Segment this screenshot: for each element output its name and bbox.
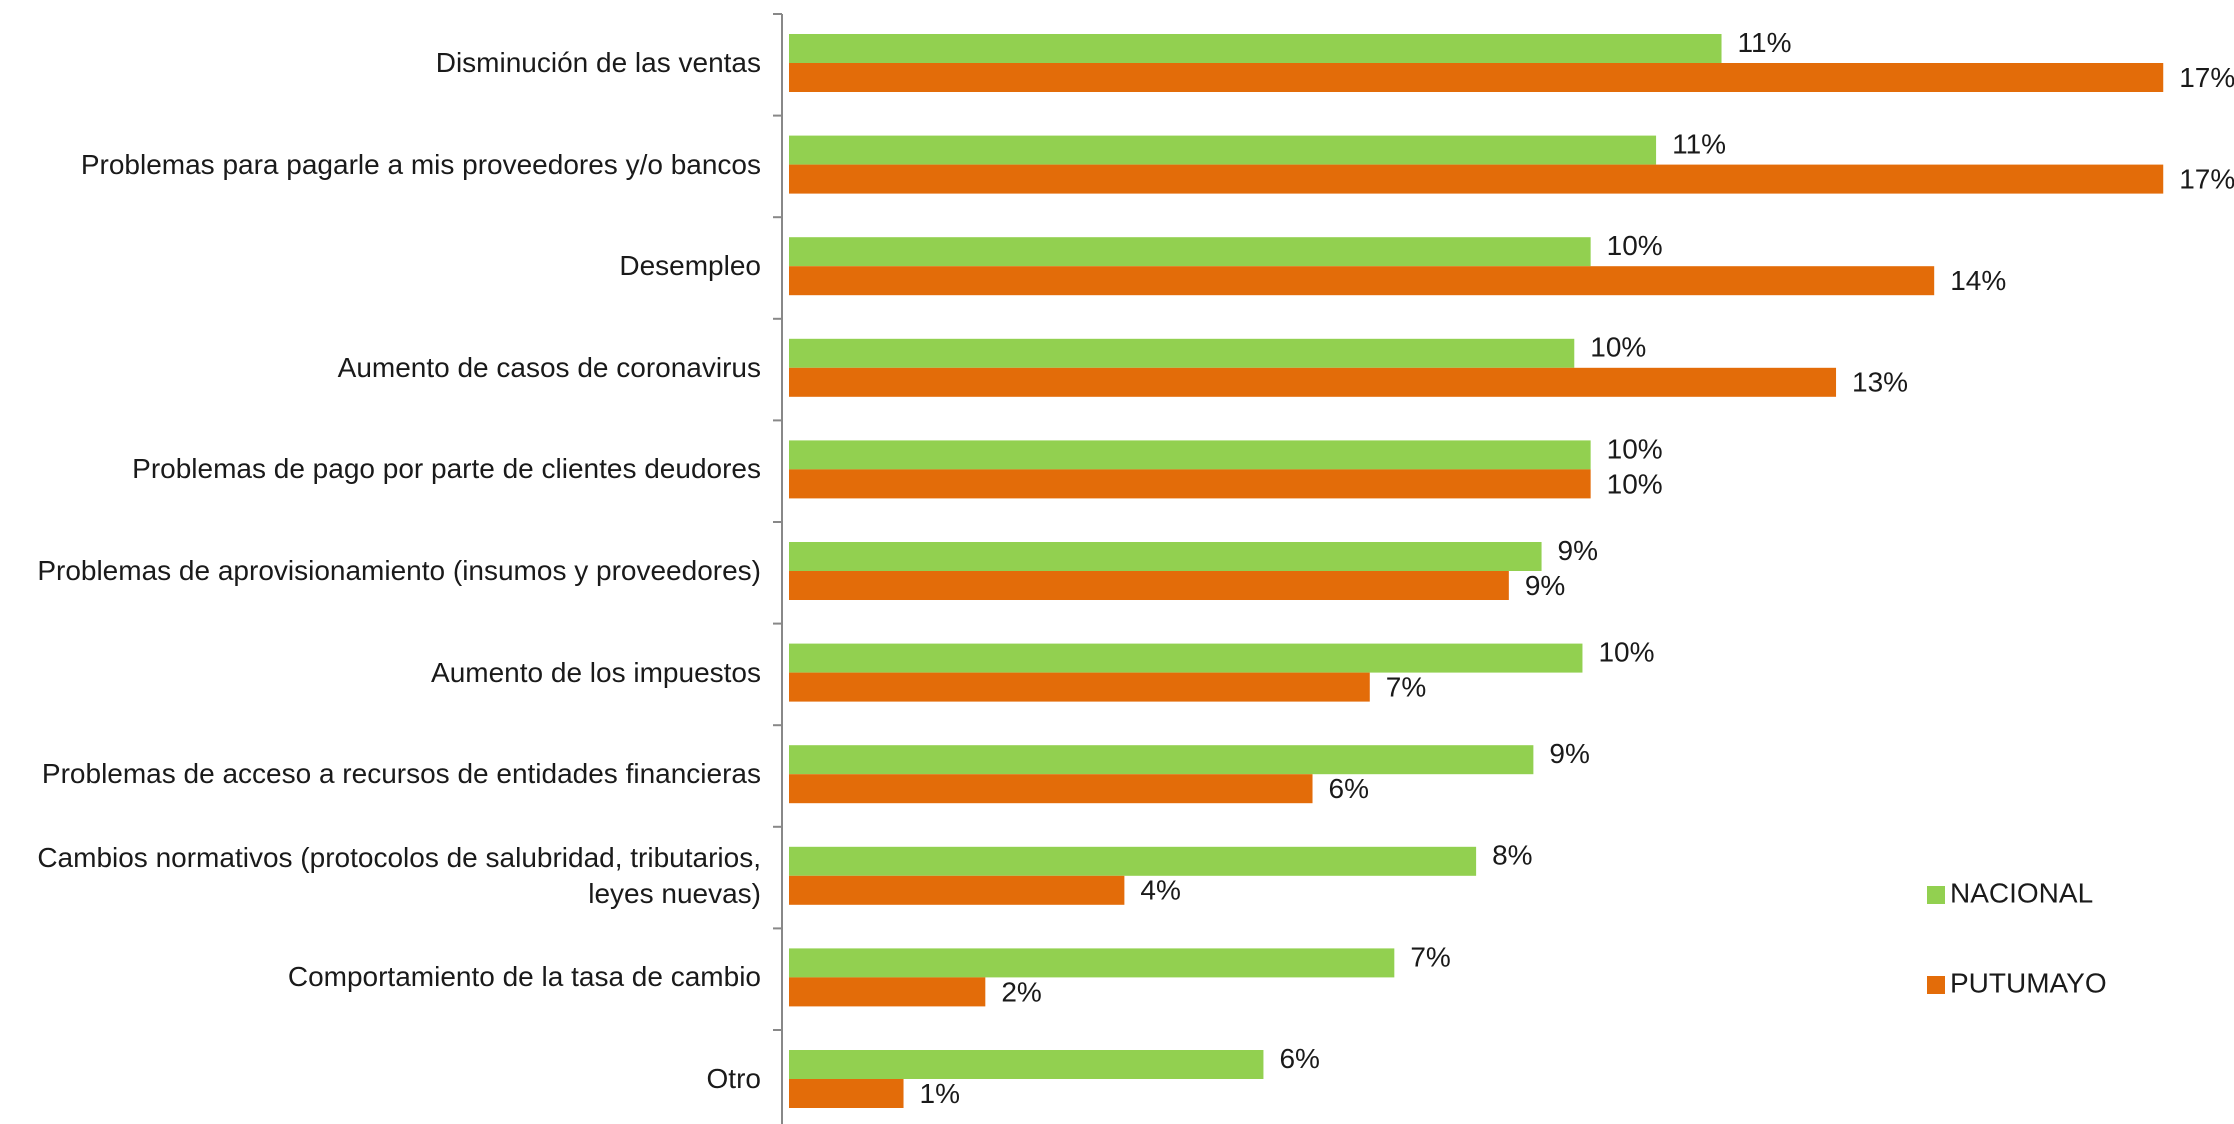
category-label: Cambios normativos (protocolos de salubr… — [0, 840, 761, 912]
value-label: 10% — [1598, 636, 1654, 667]
value-label: 13% — [1852, 367, 1908, 398]
bar — [789, 34, 1722, 63]
category-label: Aumento de casos de coronavirus — [0, 350, 761, 386]
value-label: 9% — [1525, 570, 1565, 601]
value-label: 10% — [1607, 433, 1663, 464]
bar — [789, 1079, 904, 1108]
category-label: Problemas para pagarle a mis proveedores… — [0, 147, 761, 183]
value-label: 11% — [1738, 27, 1792, 58]
value-label: 6% — [1329, 773, 1369, 804]
bar — [789, 876, 1124, 905]
category-label: Problemas de aprovisionamiento (insumos … — [0, 553, 761, 589]
bar — [789, 847, 1476, 876]
bar — [789, 165, 2163, 194]
value-label: 4% — [1140, 875, 1180, 906]
value-label: 7% — [1410, 941, 1450, 972]
bar — [789, 1050, 1263, 1079]
value-label: 1% — [920, 1078, 960, 1109]
value-label: 6% — [1279, 1043, 1319, 1074]
value-label: 11% — [1672, 128, 1726, 159]
category-label: Otro — [0, 1061, 761, 1097]
bar — [789, 571, 1509, 600]
legend-label: PUTUMAYO — [1950, 967, 2107, 998]
value-label: 10% — [1607, 468, 1663, 499]
bar — [789, 136, 1656, 165]
value-label: 8% — [1492, 840, 1532, 871]
bar — [789, 63, 2163, 92]
category-label: Aumento de los impuestos — [0, 655, 761, 691]
value-label: 9% — [1558, 535, 1598, 566]
category-label: Desempleo — [0, 248, 761, 284]
category-label: Comportamiento de la tasa de cambio — [0, 959, 761, 995]
value-label: 10% — [1607, 230, 1663, 261]
category-label: Disminución de las ventas — [0, 45, 761, 81]
legend-swatch — [1927, 886, 1945, 904]
value-label: 17% — [2179, 163, 2234, 194]
bar — [789, 948, 1394, 977]
category-label: Problemas de pago por parte de clientes … — [0, 451, 761, 487]
value-label: 17% — [2179, 62, 2234, 93]
category-label: Problemas de acceso a recursos de entida… — [0, 756, 761, 792]
bar — [789, 977, 985, 1006]
bar — [789, 469, 1591, 498]
chart: 11% 17% 11% 17% 10% 14% 10% 13% 10% 10% 9% 9% 10% 7% 9… — [0, 0, 2234, 1124]
value-label: 2% — [1001, 976, 1041, 1007]
bar — [789, 368, 1836, 397]
bar — [789, 745, 1533, 774]
legend-swatch — [1927, 976, 1945, 994]
bar — [789, 237, 1591, 266]
bar — [789, 339, 1574, 368]
bar — [789, 266, 1934, 295]
value-label: 10% — [1590, 332, 1646, 363]
bar — [789, 542, 1542, 571]
bar — [789, 774, 1313, 803]
bar — [789, 673, 1370, 702]
value-label: 9% — [1549, 738, 1589, 769]
value-label: 14% — [1950, 265, 2006, 296]
bar — [789, 440, 1591, 469]
legend-label: NACIONAL — [1950, 877, 2093, 908]
bar — [789, 644, 1582, 673]
value-label: 7% — [1386, 671, 1426, 702]
